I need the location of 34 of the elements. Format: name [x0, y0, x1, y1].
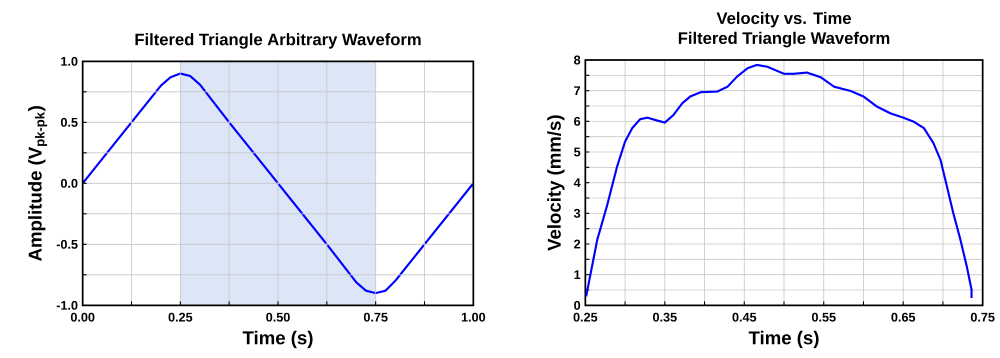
x-tick-label: 0.50 [266, 312, 290, 322]
y-tick-label: 0.5 [60, 118, 78, 127]
y-tick-label: 4 [574, 178, 581, 188]
y-axis-title: Amplitude (V$_{pk-pk}$) [28, 106, 48, 261]
y-tick-label: 1 [574, 270, 580, 280]
y-tick-label: 5 [574, 148, 580, 156]
chart-title: Filtered Triangle Arbitrary Waveform [135, 33, 421, 49]
y-tick-label: 3 [574, 208, 580, 218]
y-tick-label: 7 [574, 86, 580, 96]
line-series [82, 72, 474, 294]
chart-title: Velocity vs. Time [716, 12, 851, 28]
y-tick-label: 1.0 [61, 56, 78, 66]
line-series [585, 64, 973, 300]
x-tick-label: 0.35 [653, 312, 677, 322]
y-tick-label: 6 [574, 116, 580, 126]
y-tick-label: 0.0 [60, 178, 78, 188]
y-tick-label: -1.0 [56, 300, 78, 310]
x-tick-label: 0.00 [70, 312, 94, 322]
y-axis-title: Velocity (mm/s) [547, 115, 565, 251]
x-tick-label: 0.75 [364, 312, 388, 322]
x-tick-label: 0.75 [970, 312, 995, 322]
x-tick-label: 0.25 [168, 312, 192, 322]
x-tick-label: 0.55 [812, 312, 836, 322]
y-tick-label: 0 [574, 300, 580, 310]
x-tick-label: 1.00 [462, 312, 486, 322]
y-tick-label: 8 [574, 56, 580, 64]
x-axis-title: Time (s) [242, 330, 313, 348]
x-axis-title: Time (s) [748, 330, 819, 348]
chart-subtitle: Filtered Triangle Waveform [678, 32, 890, 48]
x-tick-label: 0.25 [574, 312, 598, 322]
x-tick-label: 0.65 [891, 312, 916, 322]
y-tick-label: 2 [574, 240, 580, 248]
x-tick-label: 0.45 [732, 312, 756, 322]
y-tick-label: -0.5 [56, 240, 78, 249]
